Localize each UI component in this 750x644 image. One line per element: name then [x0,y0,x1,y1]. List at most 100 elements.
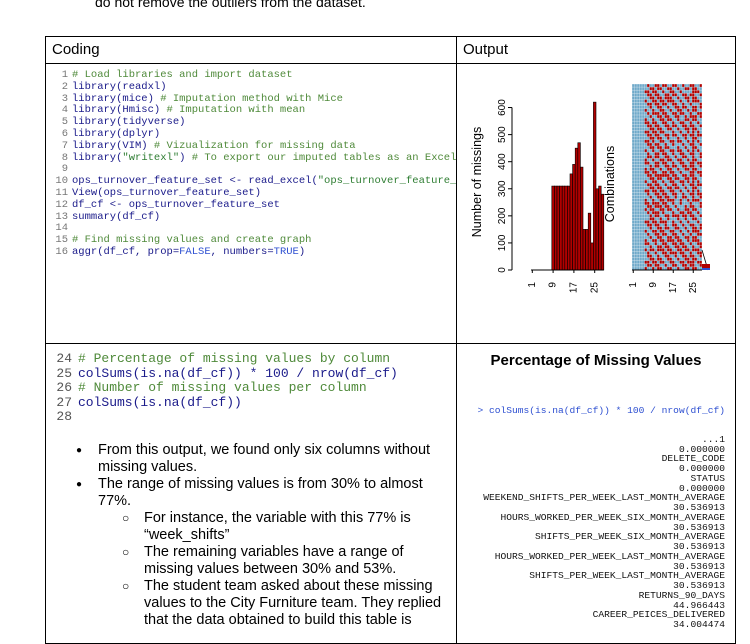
code-line: 8 library("writexl") # To export our impu… [54,151,456,165]
heatmap-cell [684,254,687,258]
console-line: 0.000000 [678,482,725,494]
heatmap-cell [682,263,685,267]
heatmap-cell [662,108,665,112]
heatmap-cell [659,105,662,109]
heatmap-cell [644,99,647,103]
heatmap-cell [667,146,670,150]
combinations-axis-title: Combinations [603,146,617,222]
heatmap-cell [687,189,690,193]
code-token: ) [179,151,192,164]
heatmap-cell [659,245,662,249]
heatmap-cell [694,96,697,100]
heatmap-cell [689,211,692,215]
heatmap-cell [652,201,655,205]
heatmap-cell [659,136,662,140]
heatmap-cell [652,220,655,224]
heatmap-cell [672,229,675,233]
heatmap-cell [654,180,657,184]
heatmap-cell [647,192,650,196]
code-token: "writexl" [122,151,180,164]
heatmap-cell [677,177,680,181]
heatmap-cell [659,208,662,212]
code-line: 15 # Find missing values and create graph [54,234,456,247]
heatmap-cell [689,263,692,267]
heatmap-cell [667,235,670,239]
heatmap-cell [664,223,667,227]
console-line: RETURNS_90_DAYS [638,589,725,601]
line-number: 11 [55,186,68,199]
heatmap-cell [652,248,655,252]
line-number: 14 [55,222,68,235]
heatmap-cell [644,248,647,252]
heatmap-cell [699,142,702,146]
heatmap-cell [697,232,700,236]
heatmap-cell [672,192,675,196]
code-token: colSums(is.na(df_cf)) [78,394,242,410]
heatmap-cell [692,130,695,134]
heatmap-cell [659,257,662,261]
heatmap-cell [677,167,680,171]
heatmap-cell [692,124,695,128]
heatmap-cell [687,229,690,233]
heatmap-cell [692,146,695,150]
heatmap-cell [674,223,677,227]
heatmap-cell [654,121,657,125]
heatmap-cell [647,124,650,128]
heatmap-cell [699,245,702,249]
heatmap-cell [647,142,650,146]
heatmap-cell [689,254,692,258]
heatmap-cell [694,266,697,270]
heatmap-cell [664,96,667,100]
heatmap-cell [652,260,655,264]
heatmap-cell [697,229,700,233]
heatmap-cell [669,118,672,122]
console-line: WEEKEND_SHIFTS_PER_WEEK_LAST_MONTH_AVERA… [483,492,725,504]
bar [561,185,566,271]
heatmap-cell [659,248,662,252]
heatmap-cell [692,164,695,168]
heatmap-cell [682,111,685,115]
heatmap-cell [699,201,702,205]
heatmap-cell [672,130,675,134]
heatmap-cell [652,239,655,243]
heatmap-cell [649,217,652,221]
heatmap-cell [689,173,692,177]
code-token: library(mice) [72,92,161,105]
heatmap-cell [672,149,675,153]
heatmap-cell [687,198,690,202]
heatmap-cell [669,248,672,252]
heatmap-cell [694,208,697,212]
heatmap-cell [697,239,700,243]
sub-bullet-item: The remaining variables have a range of … [122,544,444,578]
heatmap-cell [694,217,697,221]
heatmap-cell [649,164,652,168]
heatmap-cell [664,121,667,125]
console-line: HOURS_WORKED_PER_WEEK_LAST_MONTH_AVERAGE [494,550,725,562]
heatmap-cell [672,214,675,218]
heatmap-cell [684,177,687,181]
heatmap-cell [687,167,690,171]
heatmap-cell [689,84,692,88]
heatmap-cell [662,180,665,184]
heatmap-cell [654,232,657,236]
heatmap-cell [662,99,665,103]
heatmap-cell [682,105,685,109]
heatmap-cell [667,124,670,128]
heatmap-cell [667,217,670,221]
heatmap-cell [684,208,687,212]
bar [572,164,576,271]
heatmap-cell [654,170,657,174]
console-line: 0.000000 [678,443,725,455]
heatmap-cell [667,195,670,199]
heatmap-cell [692,248,695,252]
line-number: 3 [61,92,68,105]
heatmap-cell [659,127,662,131]
heatmap-cell [674,226,677,230]
heatmap-cell [667,115,670,119]
heatmap-cell [662,211,665,215]
heatmap-cell [667,167,670,171]
heatmap-cell [679,90,682,94]
heatmap-cell [694,248,697,252]
heatmap-cell [697,111,700,115]
heatmap-cell [662,201,665,205]
